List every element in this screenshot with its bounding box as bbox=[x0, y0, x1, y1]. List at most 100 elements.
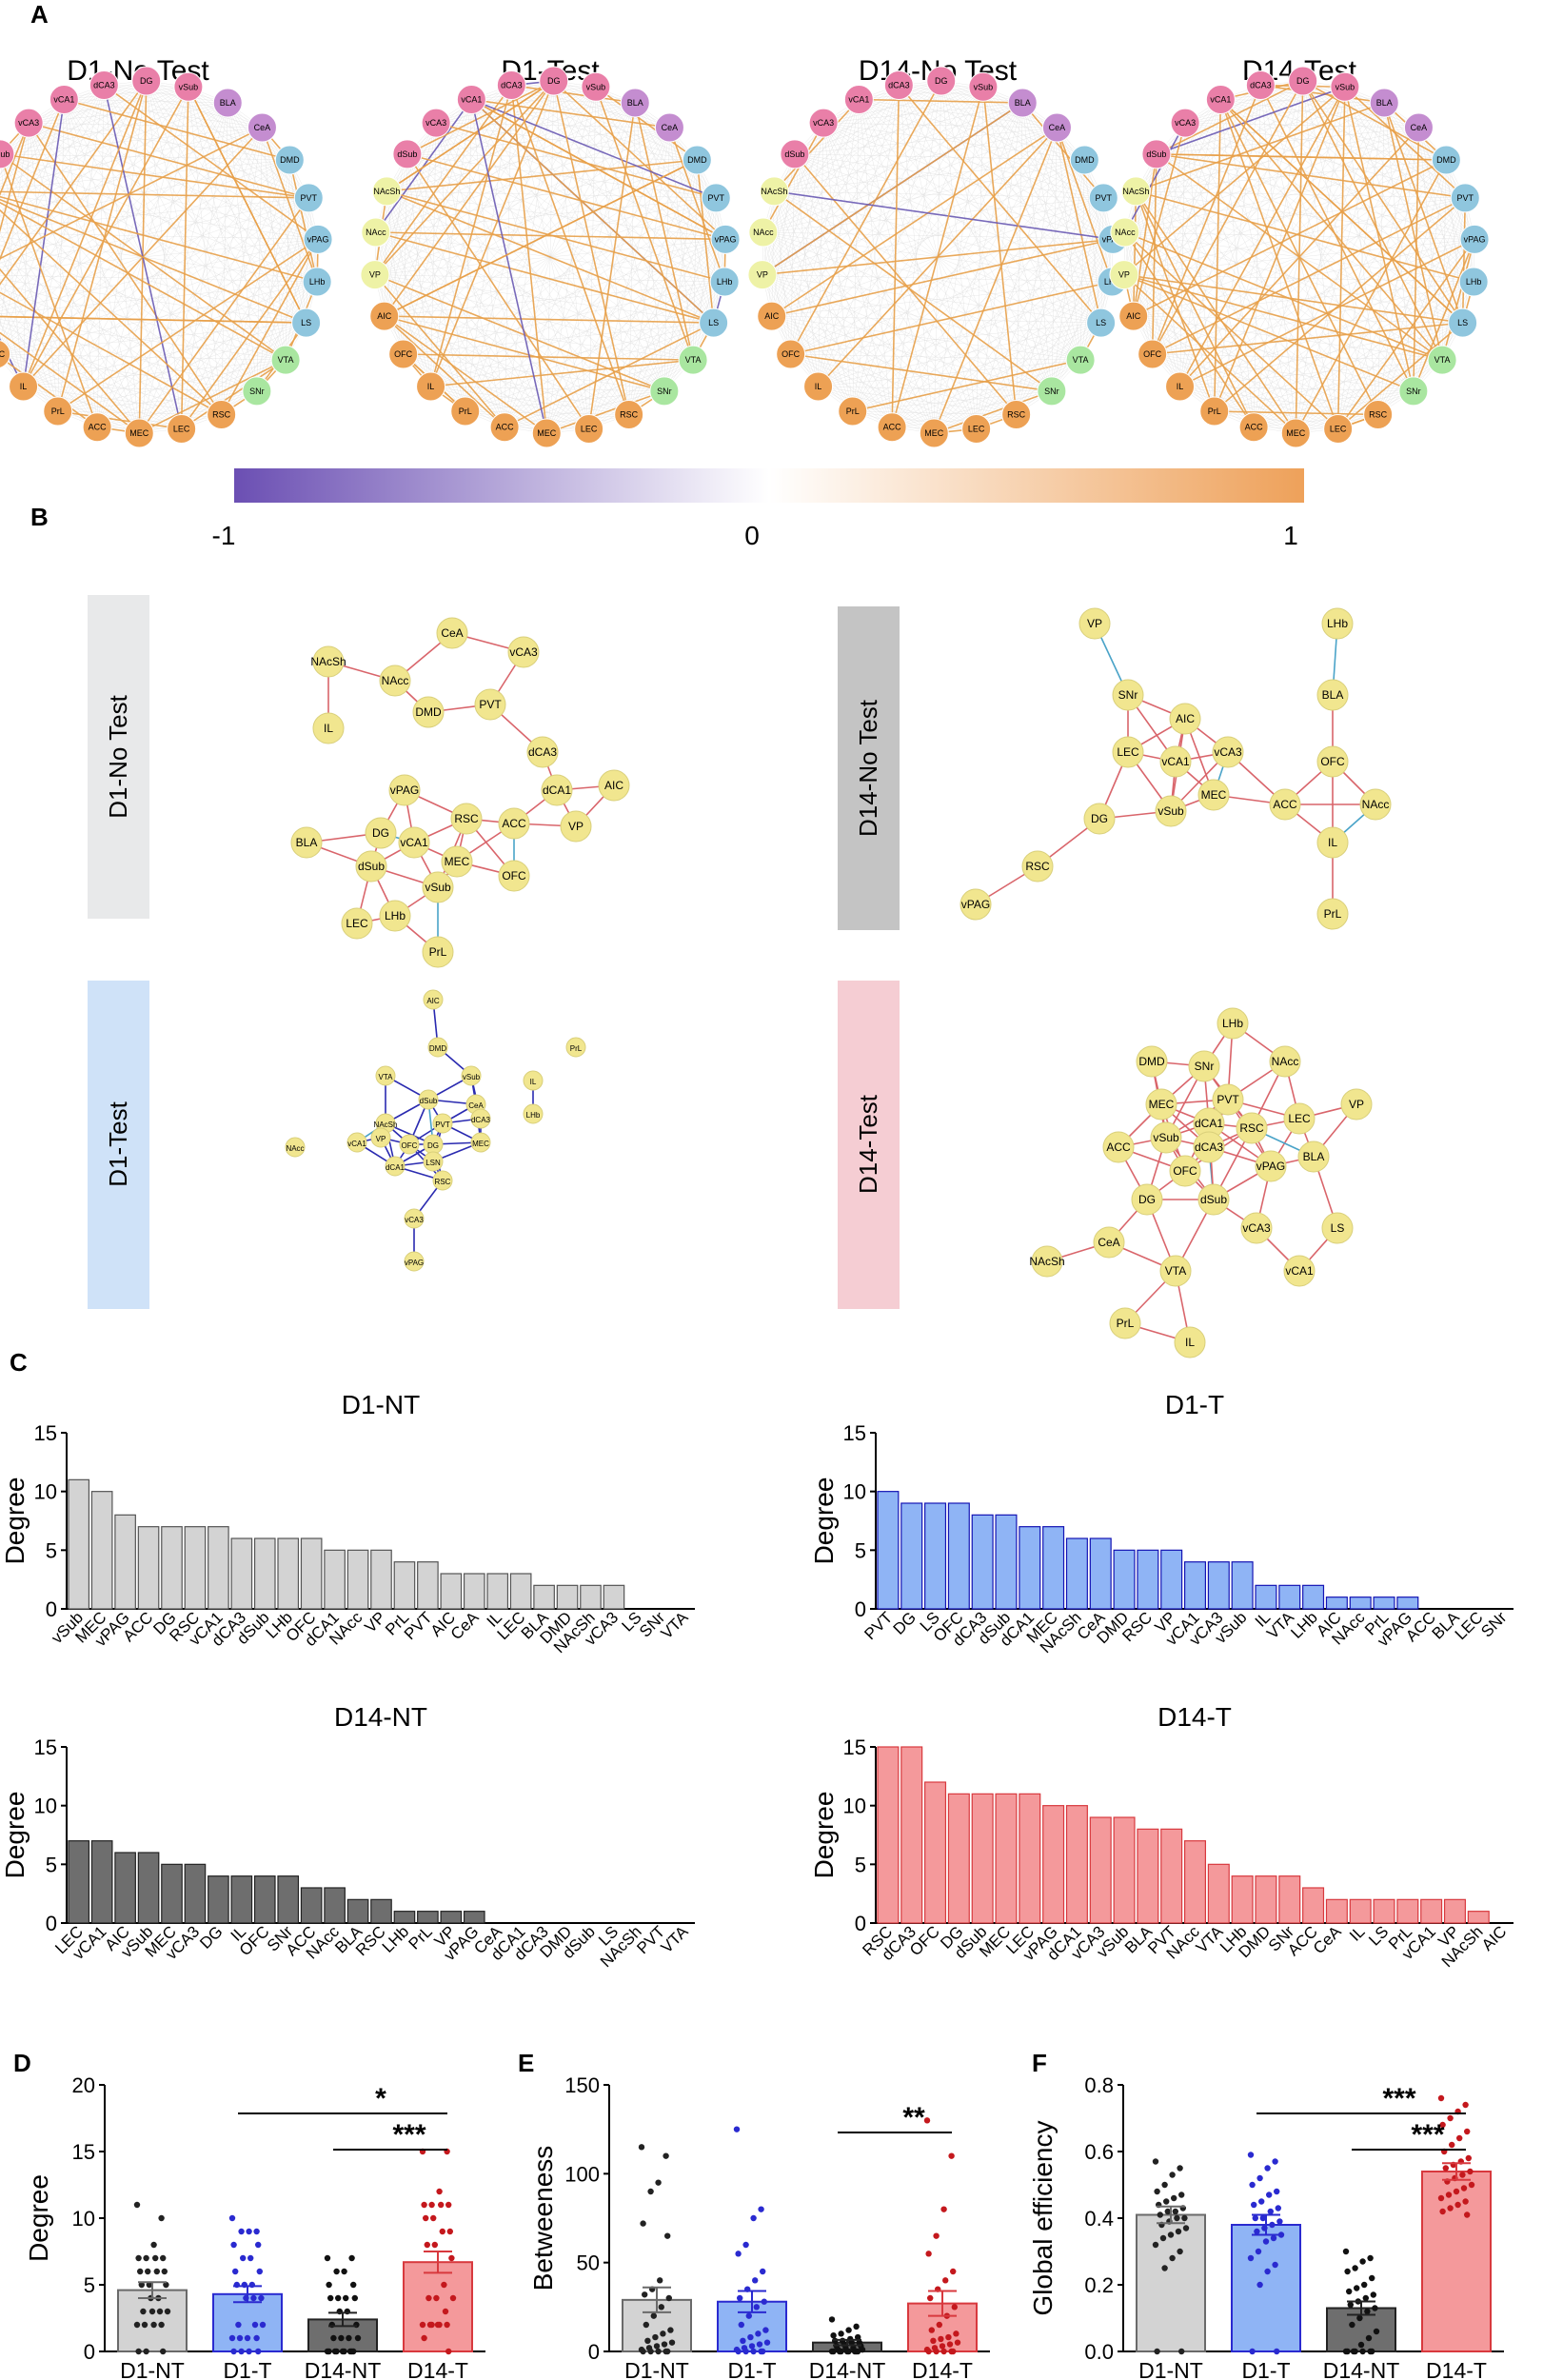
data-point bbox=[933, 2232, 940, 2239]
bg-edge bbox=[859, 99, 1058, 129]
bar-bla bbox=[1137, 1828, 1159, 1924]
bar-dmd bbox=[1113, 1549, 1136, 1610]
data-point bbox=[1277, 2231, 1285, 2238]
positive-edge bbox=[470, 98, 726, 241]
bar-bla bbox=[346, 1898, 369, 1924]
node-vca3 bbox=[404, 1208, 425, 1229]
positive-edge bbox=[0, 153, 309, 199]
node-dmd bbox=[1136, 1045, 1168, 1078]
bar-vsub bbox=[1113, 1816, 1136, 1924]
circular-network-d14-test: vSub BLA CeA DMD PVT vPAG LHb LS VTA SNr RSC LEC MEC… bbox=[1109, 66, 1490, 448]
bg-edge bbox=[104, 85, 228, 104]
bar-vca1 bbox=[90, 1840, 113, 1924]
data-point bbox=[150, 2241, 157, 2249]
positive-edge bbox=[511, 84, 636, 104]
bg-edge bbox=[403, 153, 408, 355]
bg-edge bbox=[1260, 85, 1443, 361]
bg-edge bbox=[57, 85, 105, 412]
bg-edge bbox=[1124, 231, 1378, 415]
bg-edge bbox=[1152, 353, 1296, 434]
category-label-d1-t: D1-T bbox=[1241, 2358, 1290, 2380]
data-point bbox=[644, 2337, 651, 2344]
bg-edge bbox=[899, 85, 1017, 415]
data-point bbox=[1178, 2192, 1185, 2198]
node-label-lec: LEC bbox=[346, 917, 368, 930]
node-label-dca3: dCA3 bbox=[501, 81, 523, 90]
bg-edge bbox=[1185, 122, 1474, 283]
bg-edge bbox=[471, 99, 505, 427]
node-mec bbox=[919, 418, 949, 448]
node-vpag bbox=[1459, 224, 1490, 254]
node-cea bbox=[247, 112, 277, 143]
bg-edge bbox=[181, 197, 309, 429]
node-label-prl: PrL bbox=[459, 407, 472, 416]
positive-edge bbox=[0, 208, 223, 416]
positive-edge bbox=[22, 80, 148, 387]
circular-network-d14-no-test: vSubBLACeADMDPVTvPAGLHbLSVTASNrRSCLECMEC… bbox=[747, 66, 1128, 448]
node-label-snr: SNr bbox=[1044, 387, 1059, 396]
node-label-vca1: vCA1 bbox=[461, 94, 482, 104]
y-tick-label: 10 bbox=[843, 1480, 866, 1504]
data-point bbox=[828, 2316, 836, 2323]
bar-dg bbox=[947, 1793, 970, 1924]
bg-edge bbox=[1179, 197, 1466, 387]
node-label-lec: LEC bbox=[1117, 745, 1139, 759]
bg-edge bbox=[1337, 359, 1443, 429]
node-vp bbox=[560, 810, 592, 843]
bg-edge bbox=[1220, 87, 1345, 100]
bg-edge bbox=[104, 85, 258, 392]
node-lsn bbox=[423, 1151, 444, 1172]
bg-edge bbox=[375, 231, 589, 429]
node-cea bbox=[654, 112, 684, 143]
bar-rsc bbox=[1137, 1549, 1159, 1610]
positive-edge bbox=[1124, 231, 1255, 428]
bg-edge bbox=[0, 85, 105, 275]
bg-edge bbox=[29, 80, 147, 124]
positive-edge bbox=[898, 85, 1102, 324]
node-dmd bbox=[682, 145, 712, 175]
node-vsub bbox=[1155, 795, 1187, 827]
bg-edge bbox=[762, 99, 860, 233]
data-point bbox=[421, 2201, 427, 2209]
node-ofc bbox=[1316, 745, 1349, 778]
data-point bbox=[667, 2327, 674, 2333]
bg-edge bbox=[771, 315, 935, 434]
bar-ofc bbox=[924, 1781, 947, 1924]
degree-chart-d14-nt: D14-NT051015DegreeLECvCA1AICvSubMECvCA3D… bbox=[0, 1702, 695, 1971]
bg-edge bbox=[852, 159, 1085, 412]
data-point bbox=[333, 2268, 340, 2275]
bg-edge bbox=[0, 80, 147, 347]
node-il bbox=[416, 371, 446, 402]
node-label-rsc: RSC bbox=[435, 1178, 451, 1186]
bg-edge bbox=[1441, 159, 1447, 361]
node-label-pvt: PVT bbox=[435, 1121, 450, 1129]
data-point bbox=[1369, 2348, 1375, 2355]
bar-snr bbox=[1278, 1875, 1301, 1924]
bg-edge bbox=[859, 99, 1104, 199]
bg-edge bbox=[762, 80, 941, 275]
y-tick-label: 15 bbox=[843, 1421, 866, 1445]
node-label-il: IL bbox=[1177, 382, 1184, 391]
negative-edge bbox=[471, 98, 717, 199]
node-dg bbox=[1083, 803, 1116, 835]
data-point bbox=[244, 2334, 251, 2342]
node-label-snr: SNr bbox=[1195, 1060, 1215, 1073]
bg-edge bbox=[1051, 281, 1113, 392]
node-label-dsub: dSub bbox=[1146, 149, 1166, 159]
positive-edge bbox=[220, 239, 319, 415]
bg-edge bbox=[859, 99, 1053, 392]
y-tick-label: 15 bbox=[843, 1735, 866, 1759]
data-point bbox=[1462, 2198, 1469, 2205]
data-point bbox=[133, 2321, 141, 2329]
bg-edge bbox=[96, 81, 147, 427]
bg-edge bbox=[403, 80, 554, 355]
data-point bbox=[650, 2312, 657, 2319]
node-vta bbox=[678, 345, 708, 375]
positive-edge bbox=[386, 190, 725, 283]
bar-bla bbox=[533, 1584, 555, 1610]
data-point bbox=[830, 2332, 837, 2339]
node-rsc bbox=[1021, 850, 1054, 883]
bg-edge bbox=[146, 80, 307, 324]
node-label-vpag: vPAG bbox=[1256, 1160, 1285, 1173]
node-label-dg: DG bbox=[935, 76, 948, 86]
